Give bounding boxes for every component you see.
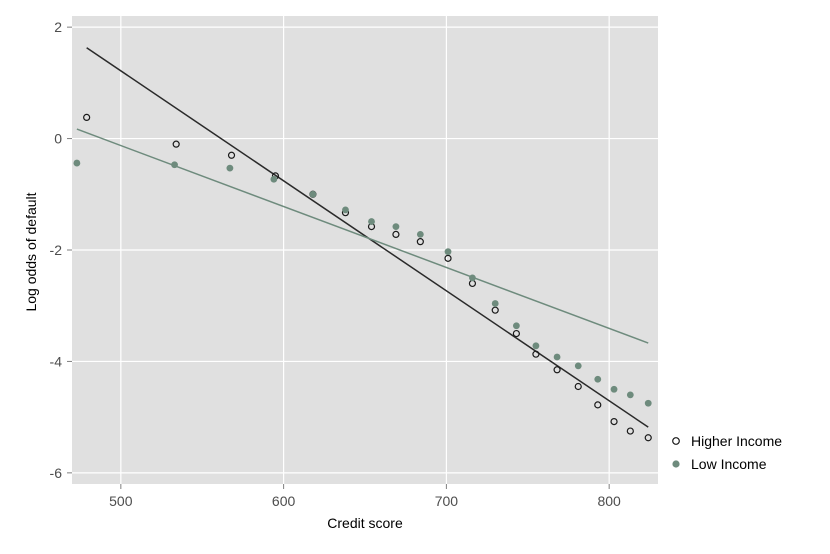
x-tick-label: 700: [435, 493, 459, 509]
data-point-low-income: [574, 362, 582, 370]
legend-higher-income-marker: [672, 437, 680, 445]
y-tick-label: -4: [50, 353, 63, 369]
data-point-higher-income: [444, 254, 452, 262]
legend-higher-income-label: Higher Income: [691, 433, 782, 449]
data-point-low-income: [553, 353, 561, 361]
data-point-low-income: [644, 399, 652, 407]
data-point-low-income: [342, 206, 349, 214]
x-tick-label: 500: [109, 493, 133, 509]
data-point-low-income: [610, 385, 618, 393]
data-point-low-income: [270, 175, 278, 183]
axes: 500 600 700 800 -6 -4 -2 0 2: [50, 19, 622, 509]
data-point-higher-income: [553, 366, 561, 374]
data-point-higher-income: [644, 434, 652, 442]
data-point-low-income: [626, 391, 634, 399]
x-tick-label: 600: [272, 493, 296, 509]
legend-low-income-marker: [672, 460, 680, 468]
data-point-low-income: [73, 159, 81, 167]
data-point-higher-income: [610, 418, 618, 426]
data-point-higher-income: [83, 113, 91, 122]
data-point-higher-income: [626, 427, 634, 435]
data-point-low-income: [444, 248, 452, 256]
data-point-higher-income: [172, 140, 180, 148]
y-tick-label: 0: [54, 131, 62, 147]
y-tick-label: 2: [54, 19, 62, 35]
data-point-low-income: [491, 300, 499, 307]
y-tick-label: -6: [50, 465, 63, 481]
data-point-higher-income: [574, 382, 582, 391]
data-point-low-income: [532, 342, 540, 350]
data-point-low-income: [226, 164, 234, 172]
x-axis-title: Credit score: [327, 515, 403, 531]
legend: Higher Income Low Income: [672, 433, 782, 472]
data-point-higher-income: [512, 329, 520, 338]
data-points: [73, 113, 652, 442]
y-tick-label: -2: [50, 242, 63, 258]
data-point-higher-income: [227, 151, 236, 159]
data-point-low-income: [594, 375, 602, 383]
y-axis-title: Log odds of default: [23, 192, 39, 311]
data-point-low-income: [171, 161, 178, 169]
data-point-low-income: [392, 223, 400, 231]
x-tick-label: 800: [597, 493, 621, 509]
data-point-low-income: [512, 322, 520, 330]
legend-low-income-label: Low Income: [691, 456, 767, 472]
data-point-higher-income: [532, 350, 540, 358]
data-point-higher-income: [416, 238, 424, 246]
data-point-higher-income: [491, 306, 499, 314]
data-point-higher-income: [392, 230, 400, 238]
data-point-higher-income: [594, 401, 602, 409]
data-point-low-income: [309, 190, 317, 198]
data-point-low-income: [368, 218, 375, 225]
data-point-low-income: [416, 231, 424, 238]
data-point-low-income: [469, 274, 476, 282]
